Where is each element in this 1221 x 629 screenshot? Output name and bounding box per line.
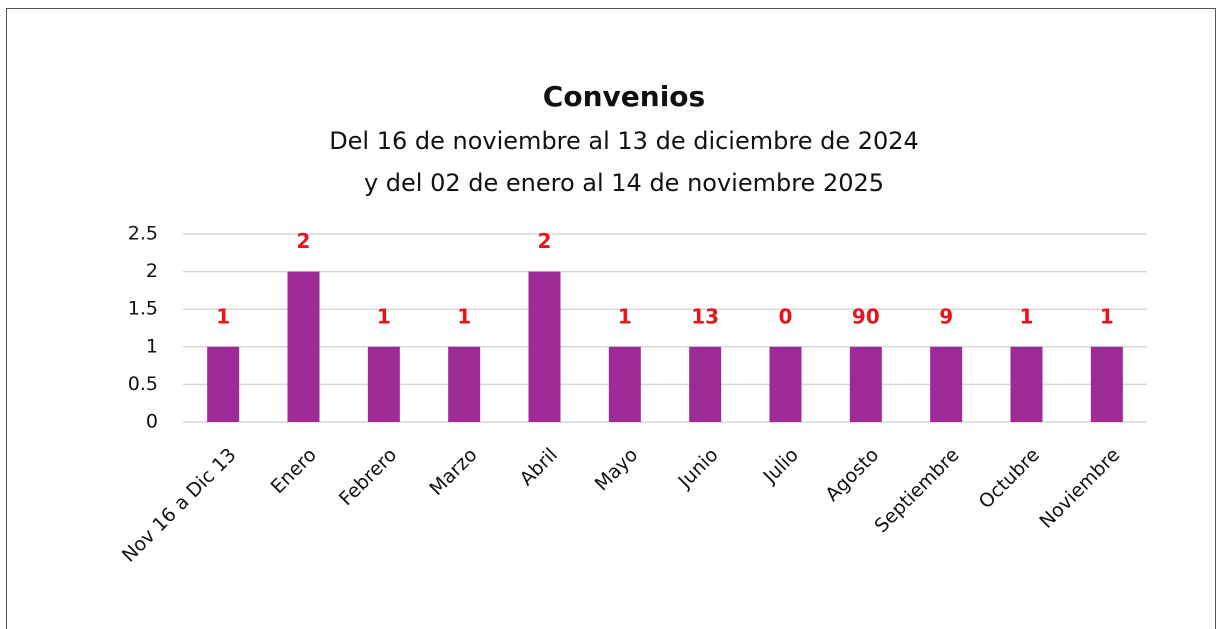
data-label: 0 (779, 304, 793, 328)
data-label: 1 (457, 304, 471, 328)
x-tick-label: Marzo (425, 444, 481, 500)
bar (849, 346, 882, 422)
bar (689, 346, 722, 422)
data-label: 1 (377, 304, 391, 328)
data-label: 1 (618, 304, 632, 328)
x-tick-label: Septiembre (870, 444, 963, 537)
bar (448, 346, 481, 422)
x-tick-label: Junio (673, 444, 722, 493)
chart-title: Convenios (543, 80, 705, 113)
x-tick-label: Mayo (591, 444, 643, 496)
bar (1010, 346, 1043, 422)
bar (608, 346, 641, 422)
y-tick-label: 2.5 (128, 223, 158, 245)
bar (1090, 346, 1123, 422)
chart-subtitle: Del 16 de noviembre al 13 de diciembre d… (329, 127, 919, 155)
y-tick-label: 2 (146, 260, 158, 282)
bar (207, 346, 240, 422)
frame (6, 8, 1216, 629)
data-label: 2 (297, 229, 311, 253)
x-tick-label: Abril (516, 444, 562, 490)
data-label: 13 (691, 304, 719, 328)
bar (528, 271, 561, 422)
x-tick-label: Febrero (335, 444, 401, 510)
data-label: 1 (216, 304, 230, 328)
data-label: 1 (1100, 304, 1114, 328)
y-tick-label: 0.5 (128, 373, 158, 395)
bar (769, 346, 802, 422)
bar (930, 346, 963, 422)
y-tick-label: 0 (146, 411, 158, 433)
data-label: 2 (538, 229, 552, 253)
bar (367, 346, 400, 422)
x-tick-label: Octubre (975, 444, 1044, 513)
chart-subtitle: y del 02 de enero al 14 de noviembre 202… (364, 169, 884, 197)
x-tick-label: Nov 16 a Dic 13 (118, 444, 241, 567)
y-tick-label: 1 (146, 335, 158, 357)
data-label: 1 (1020, 304, 1034, 328)
data-label: 90 (852, 304, 880, 328)
bar (287, 271, 320, 422)
data-label: 9 (939, 304, 953, 328)
x-tick-label: Enero (267, 444, 321, 498)
y-tick-label: 1.5 (128, 298, 158, 320)
x-tick-label: Julio (758, 444, 802, 488)
x-tick-label: Noviembre (1035, 444, 1124, 533)
x-tick-label: Agosto (821, 444, 883, 506)
